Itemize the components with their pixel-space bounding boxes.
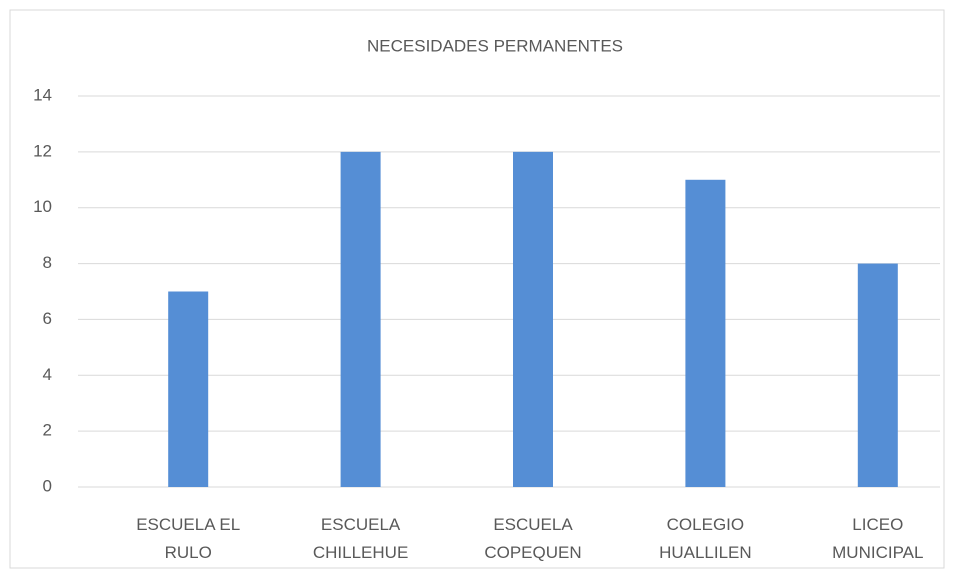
bar <box>685 179 726 488</box>
y-tick-label: 12 <box>33 141 52 160</box>
y-tick-label: 6 <box>43 309 52 328</box>
y-tick-label: 4 <box>43 365 52 384</box>
bar <box>168 291 209 487</box>
x-tick-label: LICEO MUNICIPAL <box>832 515 924 562</box>
y-tick-label: 10 <box>33 197 52 216</box>
y-tick-label: 2 <box>43 421 52 440</box>
y-tick-label: 14 <box>33 85 52 104</box>
chart-border <box>9 9 945 569</box>
y-tick-label: 0 <box>43 476 52 495</box>
x-tick-label: ESCUELA EL RULO <box>136 515 241 562</box>
bar <box>857 263 898 487</box>
x-tick-label: COLEGIO HUALLILEN <box>659 515 752 562</box>
chart-title: NECESIDADES PERMANENTES <box>367 36 623 55</box>
x-tick-label: ESCUELA CHILLEHUE <box>312 515 409 562</box>
x-tick-label: ESCUELA COPEQUEN <box>484 515 582 562</box>
bar <box>513 151 553 487</box>
bar <box>340 151 381 487</box>
y-tick-label: 8 <box>43 253 52 272</box>
